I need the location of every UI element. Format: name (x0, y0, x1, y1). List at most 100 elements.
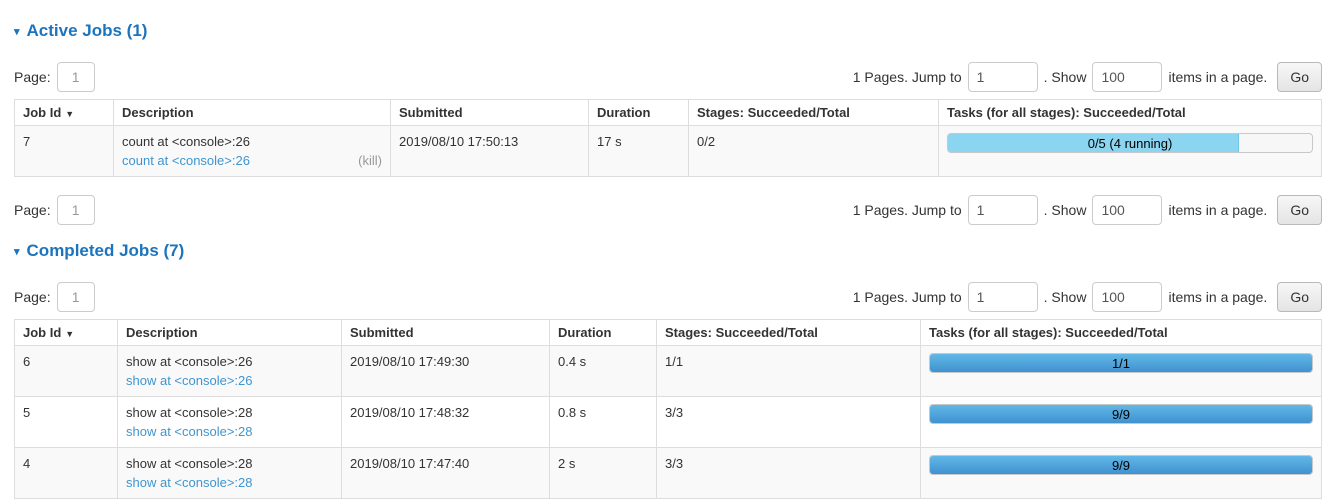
page-number-input[interactable] (56, 62, 95, 92)
page-label: Page: (14, 289, 51, 305)
col-header-submitted[interactable]: Submitted (341, 319, 550, 346)
go-button[interactable]: Go (1277, 62, 1322, 92)
sort-desc-icon: ▼ (65, 109, 75, 119)
cell-stages: 3/3 (656, 447, 921, 499)
section-toggle-active-jobs[interactable]: ▾ Active Jobs (1) (14, 20, 1322, 42)
tasks-progress-bar: 0/5 (4 running) (947, 133, 1313, 153)
job-description-text: show at <console>:28 (126, 456, 253, 471)
col-header-job-id[interactable]: Job Id ▼ (14, 99, 114, 126)
cell-description: show at <console>:26 show at <console>:2… (117, 345, 342, 397)
cell-submitted: 2019/08/10 17:48:32 (341, 396, 550, 448)
sort-desc-icon: ▼ (65, 329, 75, 339)
job-description-text: show at <console>:28 (126, 405, 253, 420)
page-label: Page: (14, 202, 51, 218)
progress-fill-running (948, 134, 1240, 152)
col-header-stages[interactable]: Stages: Succeeded/Total (688, 99, 939, 126)
progress-label: 0/5 (4 running) (1087, 136, 1173, 151)
items-in-page-text: items in a page. (1168, 202, 1268, 218)
col-header-job-id-label: Job Id (23, 325, 62, 340)
table-row-job-7: 7 count at <console>:26 count at <consol… (14, 125, 1322, 177)
progress-label: 9/9 (1111, 458, 1131, 473)
job-detail-link[interactable]: show at <console>:28 (126, 424, 253, 439)
cell-submitted: 2019/08/10 17:50:13 (390, 125, 589, 177)
show-text: . Show (1043, 69, 1087, 85)
job-detail-link[interactable]: show at <console>:26 (126, 373, 253, 388)
cell-duration: 0.8 s (549, 396, 657, 448)
col-header-duration[interactable]: Duration (588, 99, 689, 126)
page-label: Page: (14, 69, 51, 85)
job-detail-link[interactable]: show at <console>:28 (126, 475, 253, 490)
pages-jump-text: 1 Pages. Jump to (852, 289, 962, 305)
section-title-active-jobs: Active Jobs (1) (26, 21, 148, 40)
page-number-input[interactable] (56, 282, 95, 312)
go-button[interactable]: Go (1277, 282, 1322, 312)
kill-job-link[interactable]: (kill) (358, 153, 382, 168)
col-header-submitted[interactable]: Submitted (390, 99, 589, 126)
cell-tasks: 9/9 (920, 396, 1322, 448)
progress-fill-done (930, 354, 1312, 372)
cell-stages: 0/2 (688, 125, 939, 177)
col-header-stages[interactable]: Stages: Succeeded/Total (656, 319, 921, 346)
progress-fill-done (930, 405, 1312, 423)
show-text: . Show (1043, 202, 1087, 218)
pagination-active-top: Page: 1 Pages. Jump to . Show items in a… (14, 62, 1322, 92)
cell-duration: 17 s (588, 125, 689, 177)
cell-description: count at <console>:26 count at <console>… (113, 125, 391, 177)
section-toggle-completed-jobs[interactable]: ▾ Completed Jobs (7) (14, 240, 1322, 262)
job-description-text: count at <console>:26 (122, 134, 250, 149)
items-in-page-text: items in a page. (1168, 289, 1268, 305)
collapse-arrow-icon: ▾ (14, 25, 20, 38)
jump-to-page-input[interactable] (967, 195, 1038, 225)
cell-stages: 3/3 (656, 396, 921, 448)
cell-submitted: 2019/08/10 17:47:40 (341, 447, 550, 499)
tasks-progress-bar: 1/1 (929, 353, 1313, 373)
progress-label: 9/9 (1111, 407, 1131, 422)
go-button[interactable]: Go (1277, 195, 1322, 225)
col-header-duration[interactable]: Duration (549, 319, 657, 346)
cell-stages: 1/1 (656, 345, 921, 397)
col-header-tasks[interactable]: Tasks (for all stages): Succeeded/Total (938, 99, 1322, 126)
pages-jump-text: 1 Pages. Jump to (852, 202, 962, 218)
table-row-job-6: 6 show at <console>:26 show at <console>… (14, 345, 1322, 397)
active-jobs-header-row: Job Id ▼ Description Submitted Duration S… (14, 99, 1322, 126)
cell-duration: 0.4 s (549, 345, 657, 397)
tasks-progress-bar: 9/9 (929, 455, 1313, 475)
pagination-active-bottom: Page: 1 Pages. Jump to . Show items in a… (14, 195, 1322, 225)
cell-duration: 2 s (549, 447, 657, 499)
col-header-description[interactable]: Description (113, 99, 391, 126)
jump-to-page-input[interactable] (967, 282, 1038, 312)
progress-label: 1/1 (1111, 356, 1131, 371)
items-per-page-input[interactable] (1092, 282, 1163, 312)
cell-job-id: 7 (14, 125, 114, 177)
col-header-job-id[interactable]: Job Id ▼ (14, 319, 118, 346)
cell-job-id: 5 (14, 396, 118, 448)
pagination-completed-top: Page: 1 Pages. Jump to . Show items in a… (14, 282, 1322, 312)
items-per-page-input[interactable] (1092, 62, 1163, 92)
jump-to-page-input[interactable] (967, 62, 1038, 92)
job-detail-link[interactable]: count at <console>:26 (122, 153, 250, 168)
table-row-job-5: 5 show at <console>:28 show at <console>… (14, 396, 1322, 448)
col-header-description[interactable]: Description (117, 319, 342, 346)
cell-tasks: 9/9 (920, 447, 1322, 499)
section-title-completed-jobs: Completed Jobs (7) (26, 241, 185, 260)
items-per-page-input[interactable] (1092, 195, 1163, 225)
page-number-input[interactable] (56, 195, 95, 225)
cell-tasks: 1/1 (920, 345, 1322, 397)
items-in-page-text: items in a page. (1168, 69, 1268, 85)
show-text: . Show (1043, 289, 1087, 305)
cell-tasks: 0/5 (4 running) (938, 125, 1322, 177)
cell-description: show at <console>:28 show at <console>:2… (117, 447, 342, 499)
tasks-progress-bar: 9/9 (929, 404, 1313, 424)
cell-submitted: 2019/08/10 17:49:30 (341, 345, 550, 397)
pages-jump-text: 1 Pages. Jump to (852, 69, 962, 85)
cell-job-id: 4 (14, 447, 118, 499)
completed-jobs-table: Job Id ▼ Description Submitted Duration S… (14, 319, 1322, 499)
active-jobs-table: Job Id ▼ Description Submitted Duration S… (14, 99, 1322, 177)
cell-job-id: 6 (14, 345, 118, 397)
collapse-arrow-icon: ▾ (14, 245, 20, 258)
completed-jobs-header-row: Job Id ▼ Description Submitted Duration S… (14, 319, 1322, 346)
col-header-tasks[interactable]: Tasks (for all stages): Succeeded/Total (920, 319, 1322, 346)
job-description-text: show at <console>:26 (126, 354, 253, 369)
col-header-job-id-label: Job Id (23, 105, 62, 120)
